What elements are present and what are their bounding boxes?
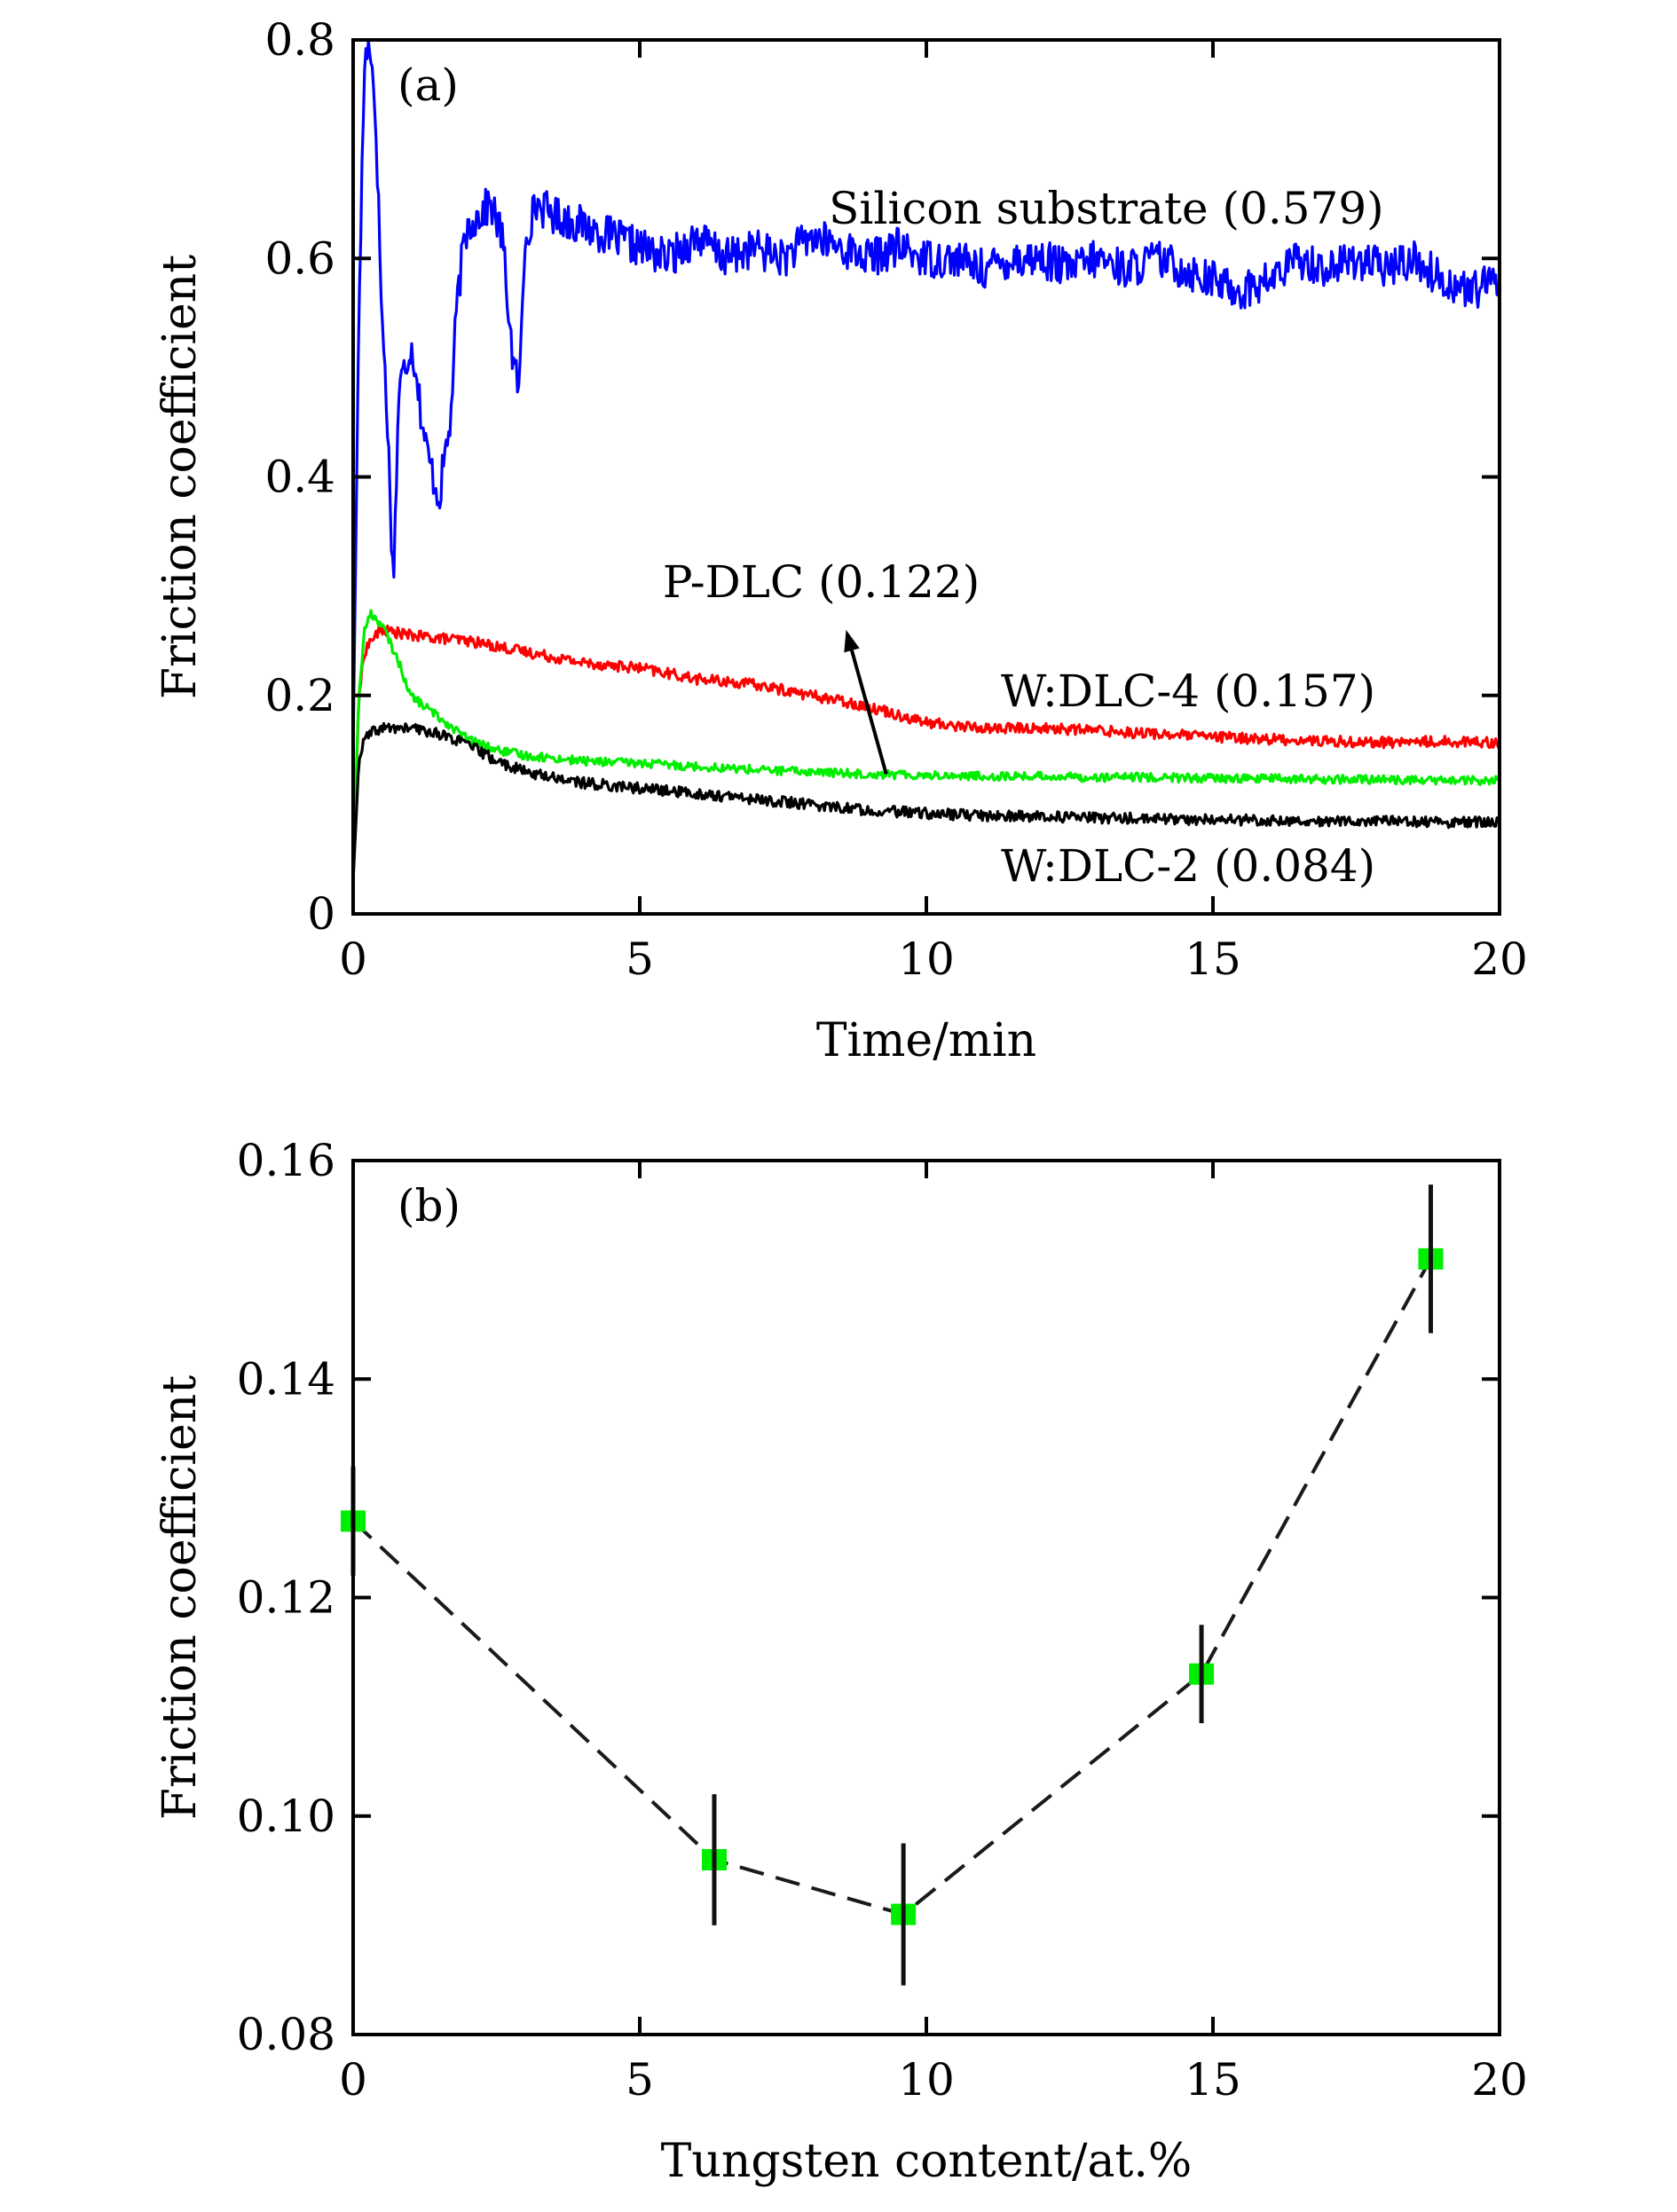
panel-a-friction-vs-time: (a) Silicon substrate (0.579) P-DLC (0.1… bbox=[154, 14, 1528, 1067]
y-tick-label: 0.16 bbox=[237, 1135, 335, 1186]
y-tick-label: 0.2 bbox=[264, 670, 335, 721]
p-dlc-arrow-head bbox=[844, 629, 860, 653]
panel-a-label: (a) bbox=[398, 59, 459, 111]
panel-b-ticks bbox=[351, 1159, 1501, 2036]
series-line-silicon-substrate bbox=[351, 39, 1500, 751]
y-tick-label: 0 bbox=[307, 888, 335, 940]
panel-b-friction-vs-tungsten: (b) 0 5 10 15 20 0.08 0.10 0.12 0.14 0.1… bbox=[154, 1135, 1528, 2188]
y-tick-label: 0.4 bbox=[264, 452, 335, 503]
y-axis-title: Friction coefficient bbox=[154, 1375, 207, 1820]
y-tick-label: 0.12 bbox=[237, 1572, 335, 1624]
series-line-p-dlc bbox=[351, 609, 1501, 860]
panel-b-frame bbox=[351, 1159, 1501, 2036]
y-tick-label: 0.8 bbox=[264, 14, 335, 66]
y-tick-label: 0.10 bbox=[237, 1791, 335, 1842]
x-tick-label: 15 bbox=[1185, 933, 1241, 985]
y-tick-label: 0.08 bbox=[237, 2009, 335, 2060]
annotation-w-dlc-2: W:DLC-2 (0.084) bbox=[1001, 840, 1375, 892]
annotation-p-dlc: P-DLC (0.122) bbox=[663, 556, 980, 608]
y-tick-label: 0.14 bbox=[237, 1353, 335, 1405]
dashed-trend-line bbox=[351, 1257, 1433, 1917]
x-tick-label: 5 bbox=[626, 933, 654, 985]
panel-b-label: (b) bbox=[398, 1180, 461, 1232]
panel-a-series bbox=[351, 39, 1501, 882]
x-axis-title: Tungsten content/at.% bbox=[661, 2135, 1193, 2188]
y-axis-title: Friction coefficient bbox=[154, 255, 207, 699]
x-tick-label: 15 bbox=[1185, 2054, 1241, 2106]
panel-b-points bbox=[341, 1185, 1444, 1986]
x-tick-label: 10 bbox=[898, 933, 955, 985]
x-tick-label: 0 bbox=[339, 933, 367, 985]
series-line-w-dlc-2 bbox=[351, 721, 1501, 882]
annotation-silicon-substrate: Silicon substrate (0.579) bbox=[829, 183, 1383, 234]
panel-a-frame bbox=[351, 38, 1501, 916]
x-tick-label: 5 bbox=[626, 2054, 654, 2106]
x-axis-title: Time/min bbox=[816, 1014, 1036, 1067]
x-tick-label: 10 bbox=[898, 2054, 955, 2106]
series-line-w-dlc-4 bbox=[351, 624, 1501, 882]
annotation-w-dlc-4: W:DLC-4 (0.157) bbox=[1001, 665, 1375, 717]
x-tick-label: 20 bbox=[1471, 933, 1528, 985]
x-tick-label: 0 bbox=[339, 2054, 367, 2106]
p-dlc-arrow bbox=[850, 649, 888, 775]
y-tick-label: 0.6 bbox=[264, 232, 335, 284]
x-tick-label: 20 bbox=[1471, 2054, 1528, 2106]
panel-a-ticks bbox=[351, 38, 1501, 916]
